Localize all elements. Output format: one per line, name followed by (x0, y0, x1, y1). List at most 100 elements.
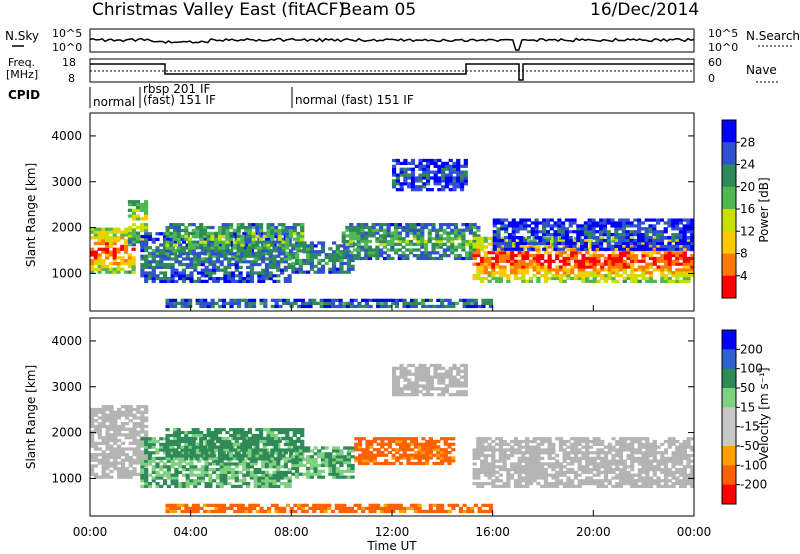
heat-cell-2 (229, 454, 234, 458)
heat-cell-2 (230, 279, 236, 283)
heat-cell-3 (285, 246, 290, 250)
heat-cell-2 (257, 232, 262, 236)
heat-cell-8 (614, 230, 619, 234)
heat-cell-8 (500, 224, 505, 228)
heat-cell-0 (144, 453, 149, 457)
heat-cell-5 (394, 228, 399, 232)
heat-cell-9 (180, 301, 185, 306)
heat-cell-6 (555, 453, 560, 458)
heat-cell-5 (456, 369, 461, 373)
heat-cell-0 (109, 447, 114, 451)
heat-cell-7 (690, 271, 695, 275)
heat-cell-3 (251, 240, 256, 244)
heat-cell-4 (324, 261, 329, 266)
heat-cell-5 (423, 248, 429, 252)
heat-cell-0 (132, 458, 137, 462)
heat-cell-2 (234, 260, 239, 264)
heat-cell-1 (219, 473, 224, 477)
heat-cell-9 (334, 304, 339, 309)
heat-cell-6 (491, 467, 496, 472)
heat-cell-8 (671, 235, 676, 240)
heat-cell-5 (435, 234, 440, 238)
heat-cell-5 (408, 222, 414, 227)
heat-cell-7 (543, 265, 549, 269)
heat-cell-6 (456, 176, 461, 180)
heat-cell-1 (242, 465, 247, 469)
heat-cell-4 (443, 439, 448, 444)
heat-cell-2 (296, 428, 301, 432)
heat-cell-6 (547, 473, 552, 477)
heat-cell-3 (313, 472, 318, 476)
heat-cell-5 (356, 228, 361, 232)
heat-cell-2 (200, 274, 205, 278)
heat-cell-7 (581, 279, 586, 283)
heat-cell-6 (513, 439, 518, 444)
heat-cell-4 (324, 253, 329, 257)
heat-cell-8 (580, 241, 585, 246)
heat-cell-6 (536, 453, 541, 458)
heat-cell-5 (375, 251, 380, 255)
heat-cell-1 (185, 484, 190, 488)
heat-cell-7 (513, 253, 518, 258)
heat-cell-5 (379, 239, 384, 244)
heat-cell-6 (562, 459, 567, 463)
heat-cell-7 (551, 236, 556, 240)
heat-cell-1 (151, 456, 156, 460)
heat-cell-0 (144, 405, 149, 409)
heat-cell-9 (240, 298, 245, 302)
heat-cell-3 (202, 231, 208, 236)
heat-cell-4 (413, 456, 419, 460)
heat-cell-6 (562, 451, 567, 455)
heat-cell-8 (663, 247, 668, 251)
heat-cell-5 (425, 393, 431, 397)
heat-cell-5 (392, 369, 397, 373)
heat-cell-6 (581, 470, 586, 474)
heat-cell-3 (217, 231, 223, 236)
heat-cell-4 (346, 261, 351, 266)
heat-cell-8 (618, 238, 623, 243)
heat-cell-5 (418, 366, 423, 371)
heat-cell-9 (349, 301, 354, 306)
heat-cell-7 (555, 256, 560, 261)
heat-cell-2 (187, 442, 193, 446)
heat-cell-4 (332, 261, 337, 266)
heat-cell-5 (420, 231, 425, 235)
heat-cell-5 (382, 251, 387, 255)
heat-cell-2 (144, 260, 149, 264)
heat-cell-2 (210, 439, 215, 443)
heat-cell-2 (140, 274, 145, 278)
heat-cell-3 (214, 231, 219, 236)
heat-cell-0 (127, 259, 132, 263)
heat-cell-0 (105, 467, 110, 471)
heat-cell-2 (193, 260, 198, 264)
heat-cell-1 (204, 481, 209, 486)
heat-cell-2 (162, 274, 168, 278)
heat-cell-0 (93, 424, 99, 429)
heat-cell-3 (294, 458, 300, 462)
heat-cell-2 (206, 448, 211, 452)
heat-cell-8 (682, 233, 687, 237)
heat-cell-9 (319, 298, 324, 302)
heat-cell-1 (151, 459, 156, 463)
heat-cell-4 (432, 442, 437, 446)
heat-cell-0 (140, 450, 145, 454)
heat-cell-9 (184, 304, 189, 309)
heat-cell-2 (147, 232, 153, 236)
heat-cell-5 (410, 381, 416, 385)
heat-cell-4 (372, 456, 378, 460)
heat-cell-3 (294, 472, 300, 476)
heat-cell-6 (577, 437, 582, 441)
heat-cell-3 (236, 240, 241, 244)
heat-cell-9 (361, 304, 366, 309)
heat-cell-8 (587, 221, 592, 225)
heat-cell-9 (451, 304, 456, 309)
heat-cell-0 (124, 405, 129, 409)
heat-cell-2 (287, 262, 292, 267)
heat-cell-5 (356, 254, 361, 258)
heat-cell-6 (448, 182, 453, 186)
heat-cell-1 (223, 470, 228, 474)
heat-cell-5 (416, 242, 421, 246)
heat-cell-3 (240, 237, 245, 241)
heat-cell-6 (483, 437, 488, 441)
heat-cell-6 (570, 459, 575, 463)
